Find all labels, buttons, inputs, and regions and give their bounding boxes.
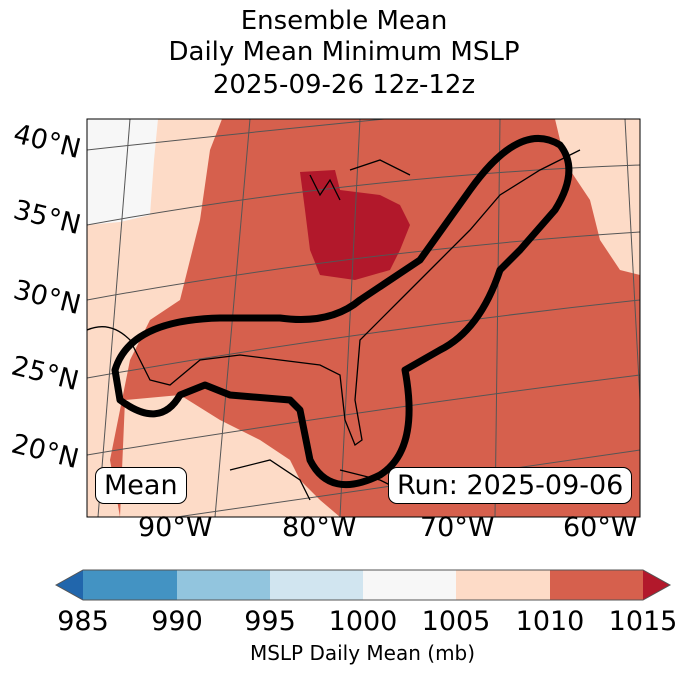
colorbar-bin bbox=[177, 570, 270, 600]
lon-label-70w: 70°W bbox=[420, 512, 495, 543]
colorbar-extend-low bbox=[56, 570, 83, 600]
colorbar-bin bbox=[83, 570, 177, 600]
lon-label-90w: 90°W bbox=[138, 512, 213, 543]
colorbar-tick: 995 bbox=[244, 606, 296, 637]
colorbar-tick: 1015 bbox=[608, 606, 678, 637]
run-label: Run: 2025-09-06 bbox=[388, 467, 633, 504]
colorbar-bin bbox=[270, 570, 363, 600]
colorbar-tick: 1005 bbox=[421, 606, 491, 637]
field-1000-1005 bbox=[87, 119, 158, 225]
graticule bbox=[87, 119, 640, 517]
coastlines bbox=[87, 149, 581, 501]
colorbar-bin bbox=[456, 570, 550, 600]
colorbar-bin bbox=[550, 570, 643, 600]
field-1005-1010-east bbox=[555, 119, 640, 275]
colorbar-bin bbox=[363, 570, 456, 600]
title-line-1: Ensemble Mean bbox=[240, 6, 448, 36]
lon-label-80w: 80°W bbox=[282, 512, 357, 543]
pressure-field bbox=[87, 119, 640, 517]
title-line-2: Daily Mean Minimum MSLP bbox=[168, 37, 520, 67]
colorbar-label: MSLP Daily Mean (mb) bbox=[249, 641, 476, 665]
colorbar-tick: 1010 bbox=[515, 606, 585, 637]
colorbar-tick: 985 bbox=[57, 606, 109, 637]
colorbar-outline bbox=[54, 569, 672, 601]
colorbar bbox=[54, 569, 672, 601]
colorbar-tick: 1000 bbox=[328, 606, 398, 637]
colorbar-tick: 990 bbox=[151, 606, 203, 637]
mean-label: Mean bbox=[95, 467, 187, 504]
title-line-3: 2025-09-26 12z-12z bbox=[212, 70, 476, 100]
lon-label-60w: 60°W bbox=[563, 512, 638, 543]
colorbar-extend-high bbox=[643, 570, 670, 600]
pressure-contour bbox=[111, 134, 573, 489]
map-frame bbox=[86, 118, 641, 518]
